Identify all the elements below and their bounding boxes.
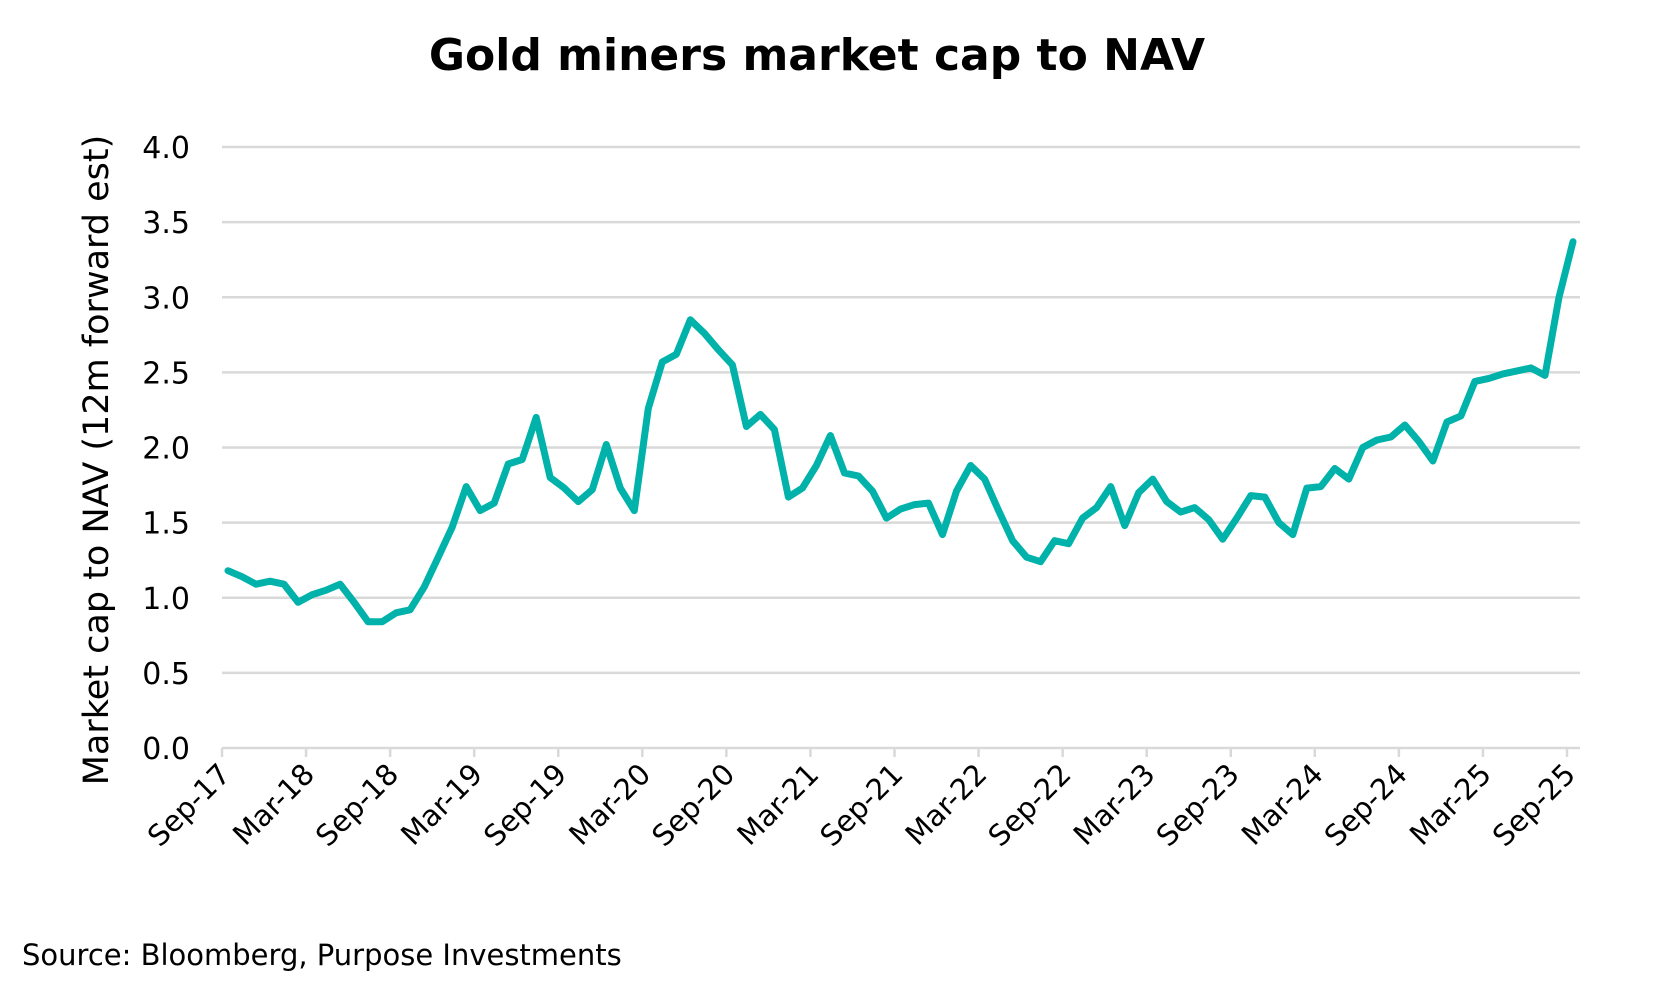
y-axis-label: Market cap to NAV (12m forward est) — [77, 135, 117, 786]
y-tick-label: 4.0 — [142, 131, 190, 166]
x-tick-label: Mar-24 — [1235, 757, 1330, 852]
y-tick-label: 1.0 — [142, 582, 190, 617]
x-tick-label: Mar-23 — [1067, 757, 1162, 852]
x-tick-labels: Sep-17Mar-18Sep-18Mar-19Sep-19Mar-20Sep-… — [141, 757, 1582, 853]
x-tick-label: Sep-25 — [1486, 757, 1582, 853]
x-tick-label: Sep-24 — [1318, 757, 1414, 853]
x-tick-label: Mar-19 — [394, 757, 489, 852]
series-line — [224, 238, 1577, 626]
y-tick-label: 0.5 — [142, 657, 190, 692]
y-tick-label: 2.0 — [142, 432, 190, 467]
y-tick-label: 2.5 — [142, 356, 190, 391]
x-tick-label: Sep-23 — [1150, 757, 1246, 853]
gridlines — [220, 145, 1580, 757]
x-tick-label: Sep-18 — [309, 757, 405, 853]
y-tick-label: 1.5 — [142, 507, 190, 542]
x-tick-label: Mar-21 — [730, 757, 825, 852]
source-note: Source: Bloomberg, Purpose Investments — [22, 938, 622, 972]
x-tick-label: Mar-18 — [226, 757, 321, 852]
x-tick-label: Mar-25 — [1403, 757, 1498, 852]
x-tick-label: Sep-22 — [981, 757, 1077, 853]
chart-title: Gold miners market cap to NAV — [428, 30, 1206, 81]
y-tick-label: 0.0 — [142, 732, 190, 767]
y-tick-label: 3.5 — [142, 206, 190, 241]
x-tick-label: Sep-21 — [813, 757, 909, 853]
x-tick-label: Mar-20 — [562, 757, 657, 852]
x-tick-label: Sep-19 — [477, 757, 573, 853]
x-tick-label: Sep-20 — [645, 757, 741, 853]
y-tick-label: 3.0 — [142, 281, 190, 316]
series — [224, 238, 1577, 626]
y-tick-labels: 0.0 0.5 1.0 1.5 2.0 2.5 3.0 3.5 4.0 — [142, 131, 190, 767]
x-tick-label: Sep-17 — [141, 757, 237, 853]
x-tick-label: Mar-22 — [899, 757, 994, 852]
